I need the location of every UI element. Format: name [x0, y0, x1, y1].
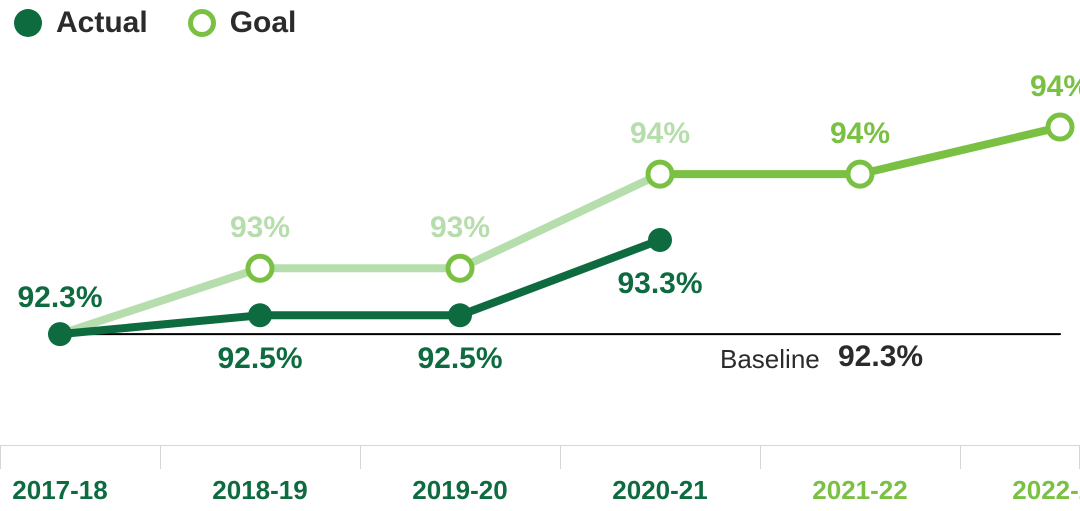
data-label: 94%	[830, 117, 890, 151]
data-label: 93%	[430, 211, 490, 245]
circle-outline-icon	[188, 9, 216, 37]
x-axis-tick	[360, 445, 361, 469]
x-axis-tick	[0, 445, 1, 469]
legend-item-goal: Goal	[188, 6, 297, 40]
x-axis-label: 2022-23	[1012, 475, 1080, 506]
legend-label-goal: Goal	[230, 6, 297, 40]
legend: Actual Goal	[14, 6, 296, 40]
data-label: 93.3%	[617, 267, 702, 301]
chart-svg	[0, 0, 1080, 511]
x-axis-tick	[160, 445, 161, 469]
data-label: 92.3%	[17, 281, 102, 315]
x-axis-tick	[560, 445, 561, 469]
x-axis-label: 2018-19	[212, 475, 307, 506]
x-axis-label: 2017-18	[12, 475, 107, 506]
baseline-value: 92.3%	[838, 340, 923, 374]
data-label: 94%	[630, 117, 690, 151]
line-chart: Actual Goal 93% 93% 94% 94% 94% 92.3% 92.5% 92.…	[0, 0, 1080, 511]
x-axis-tick	[960, 445, 961, 469]
data-label: 92.5%	[217, 342, 302, 376]
data-label: 94%	[1030, 70, 1080, 104]
x-axis-label: 2021-22	[812, 475, 907, 506]
legend-label-actual: Actual	[56, 6, 148, 40]
x-axis-tick	[760, 445, 761, 469]
x-axis-line	[0, 445, 1080, 446]
baseline-label: Baseline	[720, 344, 820, 375]
x-axis-label: 2020-21	[612, 475, 707, 506]
circle-filled-icon	[14, 9, 42, 37]
data-label: 93%	[230, 211, 290, 245]
x-axis-label: 2019-20	[412, 475, 507, 506]
data-label: 92.5%	[417, 342, 502, 376]
legend-item-actual: Actual	[14, 6, 148, 40]
